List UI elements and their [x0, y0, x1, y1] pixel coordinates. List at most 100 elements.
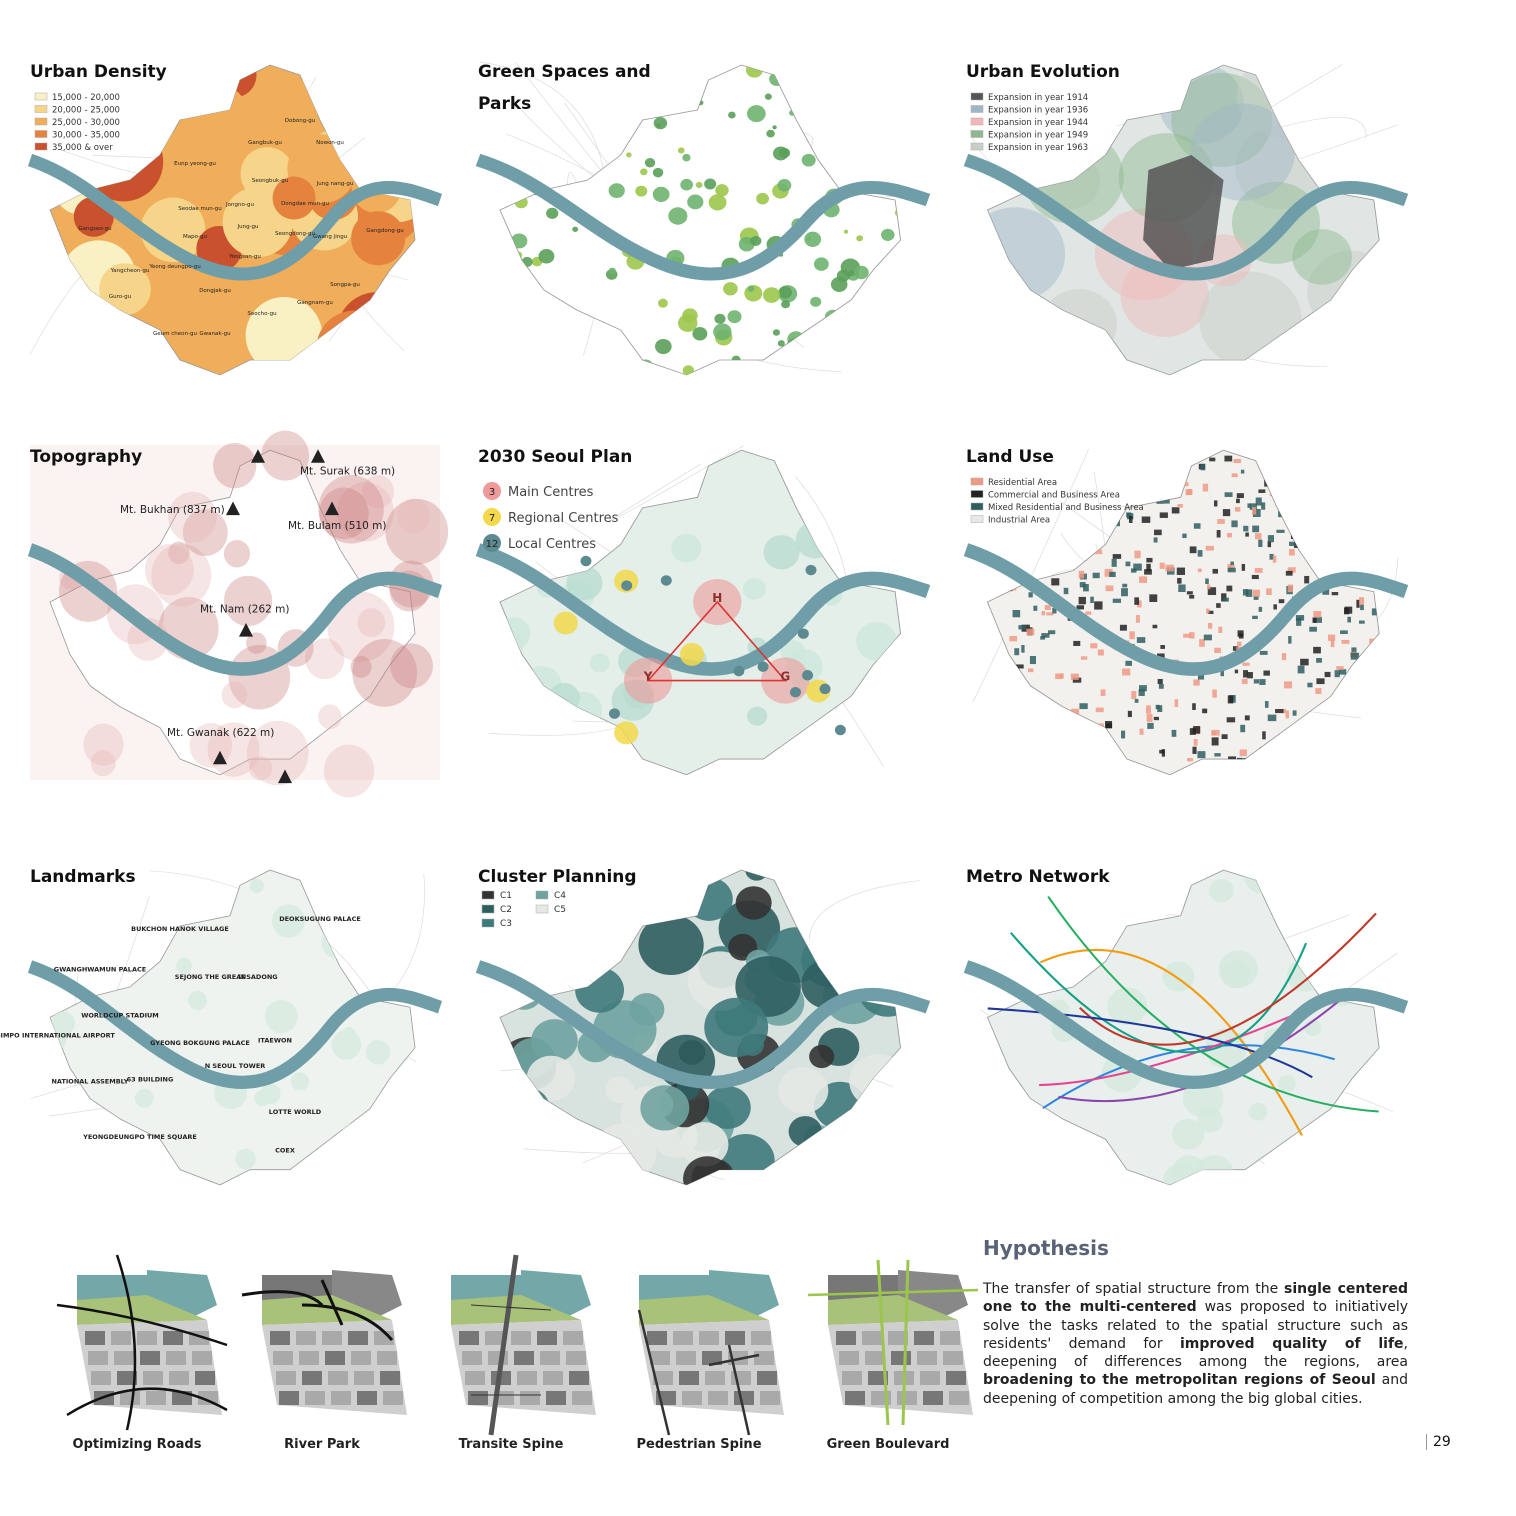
parcel	[1289, 549, 1295, 556]
map-area	[848, 726, 875, 752]
map-area	[865, 873, 901, 923]
map-label: LOTTE WORLD	[269, 1108, 322, 1116]
parcel	[1013, 719, 1021, 725]
parcel	[1240, 724, 1246, 733]
link	[646, 600, 788, 682]
map-area	[340, 1122, 367, 1150]
parcel	[1242, 662, 1250, 666]
parcel	[1265, 474, 1274, 481]
block	[166, 1351, 186, 1365]
legend-label: Mixed Residential and Business Area	[988, 503, 1144, 513]
map-area	[362, 475, 395, 509]
parcel	[1241, 678, 1248, 685]
peak	[278, 769, 292, 784]
local-centre	[819, 683, 831, 695]
parcel	[1228, 756, 1237, 764]
map-area	[772, 329, 780, 336]
parcel	[1076, 605, 1085, 610]
map-label: Dobong-gu	[285, 118, 315, 124]
legend-label: 25,000 - 30,000	[52, 118, 120, 128]
map-area	[258, 77, 319, 137]
map-area	[379, 1103, 396, 1121]
parcel	[1028, 668, 1034, 673]
map-area	[1221, 960, 1251, 989]
map-area	[327, 591, 395, 662]
parcel	[1316, 678, 1325, 685]
map-area	[499, 667, 542, 710]
block	[734, 1391, 754, 1405]
parcel	[1287, 567, 1296, 573]
parcel	[1199, 639, 1205, 647]
strategy-line	[488, 1254, 519, 1436]
map-area	[113, 1148, 132, 1166]
parcel	[1220, 668, 1225, 677]
block	[85, 1331, 105, 1345]
parcel	[1236, 498, 1240, 504]
parcel	[1232, 646, 1239, 651]
parcel	[1157, 653, 1165, 659]
map-area	[261, 430, 310, 481]
parcel	[1139, 685, 1147, 692]
map-area	[499, 617, 531, 650]
block	[566, 1351, 586, 1365]
parcel	[1152, 624, 1158, 629]
parcel	[1178, 584, 1186, 592]
map-area	[652, 167, 664, 178]
parcel	[1329, 706, 1337, 712]
map-area	[781, 300, 791, 309]
map-label: COEX	[275, 1146, 295, 1154]
map-area	[572, 226, 579, 232]
map-area	[557, 164, 573, 179]
parcel	[1263, 670, 1270, 676]
legend-swatch	[481, 904, 495, 914]
map-area	[352, 639, 418, 707]
hypothesis-segment: and deepening of competition among the b…	[983, 1372, 1409, 1407]
map-area	[50, 1124, 63, 1150]
parcel	[1265, 475, 1270, 482]
parcel	[1041, 610, 1046, 616]
parcel	[1313, 616, 1322, 623]
map-area	[883, 306, 899, 320]
parcel	[1112, 554, 1122, 559]
map	[963, 869, 1409, 1186]
parcel	[1189, 546, 1197, 554]
parcel	[1259, 650, 1268, 655]
parcel	[1221, 734, 1228, 740]
legend-swatch	[481, 890, 495, 900]
map-area	[359, 65, 414, 110]
parcel	[1330, 639, 1335, 648]
metro-line	[1039, 1008, 1308, 1087]
parcel	[1254, 567, 1263, 573]
parcel	[1193, 679, 1200, 686]
map-label: Mapo-gu	[183, 234, 207, 240]
parcel	[1103, 522, 1107, 530]
parcel	[1164, 498, 1170, 504]
parcel	[1259, 679, 1266, 685]
map-area	[810, 1156, 841, 1184]
block	[940, 1331, 960, 1345]
parcel	[1263, 745, 1269, 750]
map-area	[499, 745, 522, 775]
map-area	[809, 1044, 835, 1069]
parcel	[1312, 617, 1317, 623]
parcel	[1157, 679, 1163, 685]
parcel	[1217, 518, 1225, 524]
parcel	[1352, 736, 1360, 744]
map-area	[543, 122, 555, 133]
parcel	[1307, 507, 1312, 515]
map-area	[877, 705, 901, 744]
regional-centre	[553, 611, 578, 635]
parcel	[1146, 557, 1153, 563]
parcel	[1239, 749, 1247, 757]
parcel	[1048, 630, 1056, 635]
parcel	[1291, 527, 1299, 532]
parcel	[1067, 726, 1071, 734]
parcel	[1300, 658, 1309, 666]
parcel	[1197, 568, 1202, 573]
parcel	[1013, 666, 1018, 673]
legend-swatch	[970, 105, 984, 113]
map-area	[350, 655, 372, 678]
legend-swatch	[970, 142, 984, 151]
parcel	[1290, 531, 1296, 540]
map-area	[88, 334, 151, 375]
